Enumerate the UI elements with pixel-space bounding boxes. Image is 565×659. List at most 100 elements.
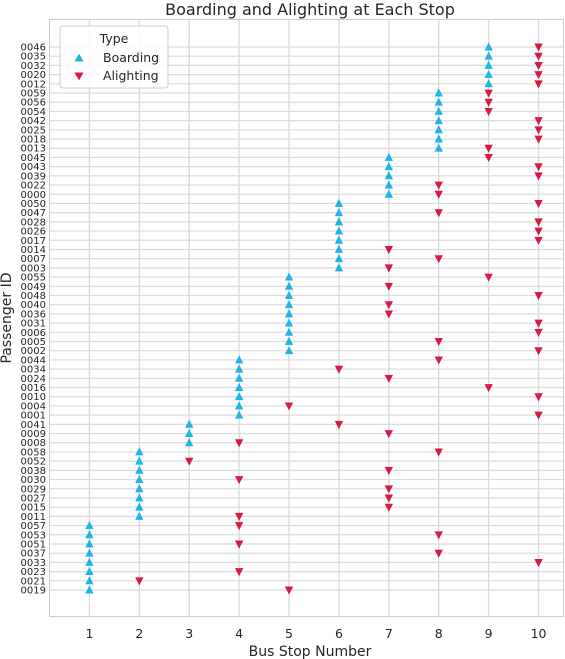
alighting-marker <box>534 117 543 126</box>
y-tick-label: 0058 <box>21 447 46 458</box>
boarding-marker <box>135 465 144 474</box>
boarding-marker <box>484 60 493 69</box>
boarding-marker <box>135 484 144 493</box>
legend-box <box>59 25 169 89</box>
alighting-marker <box>534 43 543 52</box>
y-tick-label: 0017 <box>21 236 46 247</box>
alighting-marker <box>534 71 543 80</box>
boarding-marker <box>284 272 294 281</box>
y-tick-label: 0059 <box>21 89 46 100</box>
legend-alighting-label: Alighting <box>103 68 159 83</box>
y-tick-label: 0032 <box>21 61 46 72</box>
boarding-marker <box>334 198 344 207</box>
boarding-marker <box>185 428 194 437</box>
x-tick-label: 1 <box>85 626 93 641</box>
y-tick-label: 0033 <box>21 558 46 569</box>
boarding-marker <box>234 364 244 373</box>
alighting-marker <box>434 209 443 218</box>
y-tick-label: 0050 <box>21 199 46 210</box>
y-tick-label: 0004 <box>21 401 46 412</box>
y-tick-label: 0020 <box>21 70 46 81</box>
boarding-marker <box>484 79 493 88</box>
alighting-marker <box>384 494 394 503</box>
alighting-marker <box>384 374 394 383</box>
alighting-marker <box>284 402 294 411</box>
boarding-marker <box>384 162 394 171</box>
y-tick-label: 0039 <box>21 171 46 182</box>
y-tick-label: 0046 <box>21 43 46 54</box>
plot-area <box>49 19 564 617</box>
y-tick-label: 0029 <box>21 484 46 495</box>
x-tick-label: 2 <box>135 626 143 641</box>
boarding-marker <box>135 474 144 484</box>
alighting-marker <box>534 135 543 144</box>
boarding-marker <box>484 70 493 79</box>
x-tick-label: 8 <box>435 626 443 641</box>
x-axis-ticks: 1 2 3 4 5 6 7 8 9 10 <box>85 626 546 641</box>
boarding-marker <box>284 290 294 299</box>
boarding-marker <box>434 125 443 134</box>
alighting-marker <box>434 190 443 199</box>
alighting-marker <box>534 126 543 135</box>
boarding-marker <box>85 557 94 566</box>
legend: Type Boarding Alighting <box>59 25 169 89</box>
boarding-marker <box>284 281 294 290</box>
alighting-marker <box>484 89 493 98</box>
alighting-marker <box>234 439 244 448</box>
alighting-marker <box>534 80 543 89</box>
alighting-marker <box>484 273 493 282</box>
x-tick-label: 3 <box>185 626 193 641</box>
y-tick-label: 0043 <box>21 162 46 173</box>
y-tick-label: 0056 <box>21 98 46 109</box>
alighting-marker <box>434 448 443 457</box>
boarding-marker <box>135 511 144 520</box>
alighting-marker <box>334 420 344 429</box>
y-tick-label: 0030 <box>21 475 46 486</box>
alighting-marker <box>234 476 244 485</box>
alighting-marker <box>384 430 394 439</box>
alighting-marker <box>534 319 543 328</box>
alighting-marker <box>384 310 394 319</box>
boarding-marker <box>284 346 294 355</box>
boarding-marker <box>85 520 94 530</box>
alighting-marker <box>534 292 543 301</box>
alighting-marker <box>534 61 543 71</box>
y-tick-label: 0038 <box>21 466 46 477</box>
alighting-marker <box>434 181 443 190</box>
y-tick-label: 0057 <box>21 521 46 532</box>
alighting-marker <box>484 107 493 117</box>
y-tick-label: 0008 <box>21 438 46 449</box>
chart-title: Boarding and Alighting at Each Stop <box>165 0 455 19</box>
boarding-marker <box>384 152 394 161</box>
y-tick-label: 0041 <box>21 420 46 431</box>
boarding-marker <box>384 180 394 189</box>
y-tick-label: 0048 <box>21 291 46 302</box>
alighting-marker <box>534 236 543 245</box>
y-tick-label: 0045 <box>21 153 46 164</box>
y-axis-ticks: 0046003500320020001200590056005400420025… <box>21 43 46 597</box>
boarding-marker <box>185 419 194 428</box>
y-tick-label: 0022 <box>21 181 46 192</box>
y-tick-label: 0054 <box>21 107 46 118</box>
y-tick-label: 0047 <box>21 208 46 219</box>
y-tick-label: 0001 <box>21 411 46 422</box>
y-tick-label: 0037 <box>21 549 46 560</box>
boarding-marker <box>434 97 443 106</box>
alighting-marker <box>484 153 493 163</box>
boarding-marker <box>284 336 294 345</box>
y-tick-label: 0025 <box>21 125 46 136</box>
y-tick-label: 0000 <box>21 190 46 201</box>
boarding-marker <box>334 254 344 263</box>
boarding-marker <box>284 309 294 318</box>
y-tick-label: 0036 <box>21 309 46 320</box>
boarding-marker <box>85 576 94 585</box>
boarding-marker <box>135 493 144 502</box>
alighting-marker <box>384 282 394 291</box>
boarding-marker <box>384 171 394 180</box>
y-tick-label: 0040 <box>21 300 46 311</box>
y-tick-label: 0007 <box>21 254 46 265</box>
y-tick-label: 0034 <box>21 365 46 376</box>
alighting-marker <box>534 411 543 420</box>
alighting-marker <box>234 512 244 521</box>
